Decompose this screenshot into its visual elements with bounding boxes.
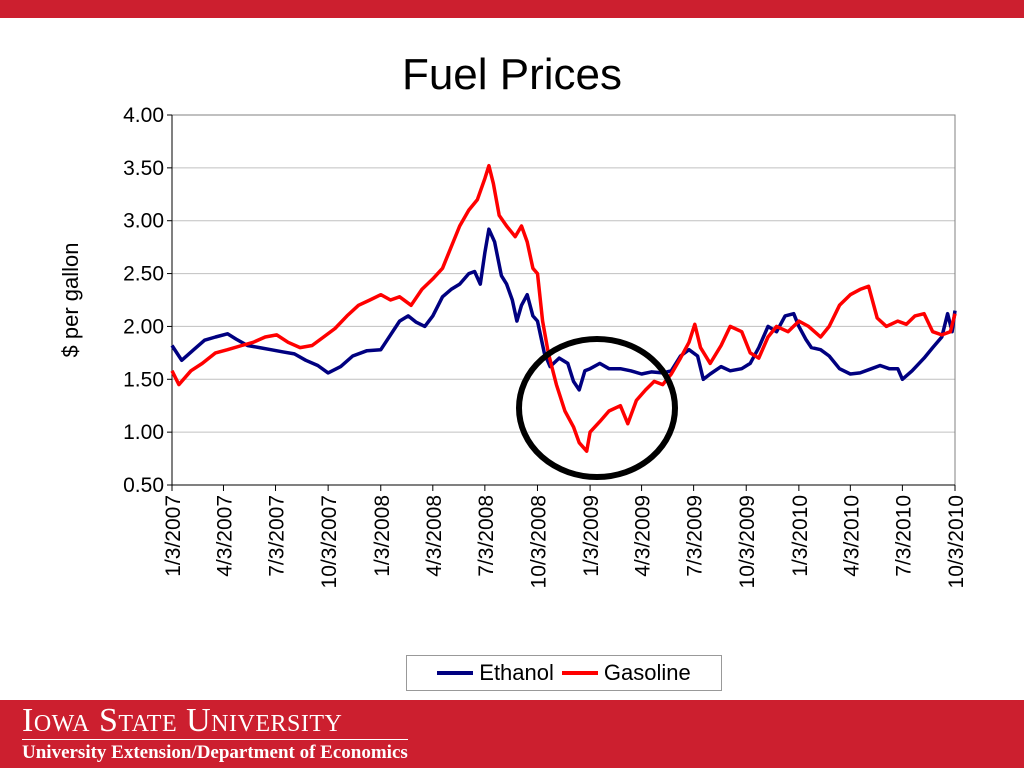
x-tick-label: 10/3/2009: [736, 495, 759, 588]
legend-item-ethanol: Ethanol: [437, 660, 554, 686]
x-axis-ticks: 1/3/2007 4/3/2007 7/3/2007 10/3/2007 1/3/200…: [162, 485, 968, 588]
x-tick-label: 10/3/2007: [318, 495, 341, 588]
legend-label-ethanol: Ethanol: [479, 660, 554, 685]
legend-label-gasoline: Gasoline: [603, 660, 691, 685]
fuel-price-chart: 0.50 1.00 1.50 2.00 2.50 3.00 3.50 4.00 1/3/200…: [58, 104, 968, 588]
y-tick-label: 3.00: [123, 210, 164, 233]
y-tick-label: 2.50: [123, 263, 164, 286]
legend: Ethanol Gasoline: [406, 655, 722, 691]
legend-item-gasoline: Gasoline: [561, 660, 691, 686]
gridlines: [172, 114, 955, 486]
y-axis-ticks: 0.50 1.00 1.50 2.00 2.50 3.00 3.50 4.00: [123, 104, 955, 497]
x-tick-label: 1/3/2010: [789, 495, 812, 577]
x-tick-label: 10/3/2010: [945, 495, 968, 588]
x-tick-label: 7/3/2008: [475, 495, 498, 577]
x-tick-label: 7/3/2010: [892, 495, 915, 577]
y-tick-label: 1.50: [123, 368, 164, 391]
top-red-bar: [0, 0, 1024, 18]
y-tick-label: 0.50: [123, 474, 164, 497]
department-name: University Extension/Department of Econo…: [22, 742, 408, 763]
chart-title: Fuel Prices: [401, 50, 623, 99]
series-lines: [170, 163, 957, 453]
university-wordmark: Iowa State University: [22, 702, 343, 739]
footer-divider: [22, 739, 408, 740]
x-tick-label: 4/3/2007: [213, 495, 236, 577]
legend-swatch-ethanol: [437, 671, 474, 675]
x-tick-label: 7/3/2009: [684, 495, 707, 577]
legend-swatch-gasoline: [561, 671, 598, 675]
series-line-ethanol: [170, 227, 957, 392]
x-tick-label: 4/3/2008: [423, 495, 446, 577]
y-axis-label: $ per gallon: [58, 243, 83, 358]
y-tick-label: 1.00: [123, 421, 164, 444]
y-tick-label: 3.50: [123, 157, 164, 180]
series-line-gasoline: [170, 163, 957, 453]
x-tick-label: 4/3/2010: [840, 495, 863, 577]
highlight-circle: [516, 336, 678, 480]
x-tick-label: 10/3/2008: [527, 495, 550, 588]
x-tick-label: 1/3/2008: [371, 495, 394, 577]
x-tick-label: 1/3/2009: [580, 495, 603, 577]
x-tick-label: 7/3/2007: [266, 495, 289, 577]
plot-area: [171, 114, 956, 486]
x-tick-label: 1/3/2007: [162, 495, 185, 577]
x-tick-label: 4/3/2009: [632, 495, 655, 577]
footer-bar: [0, 700, 1024, 768]
y-tick-label: 2.00: [123, 315, 164, 338]
y-tick-label: 4.00: [123, 104, 164, 127]
